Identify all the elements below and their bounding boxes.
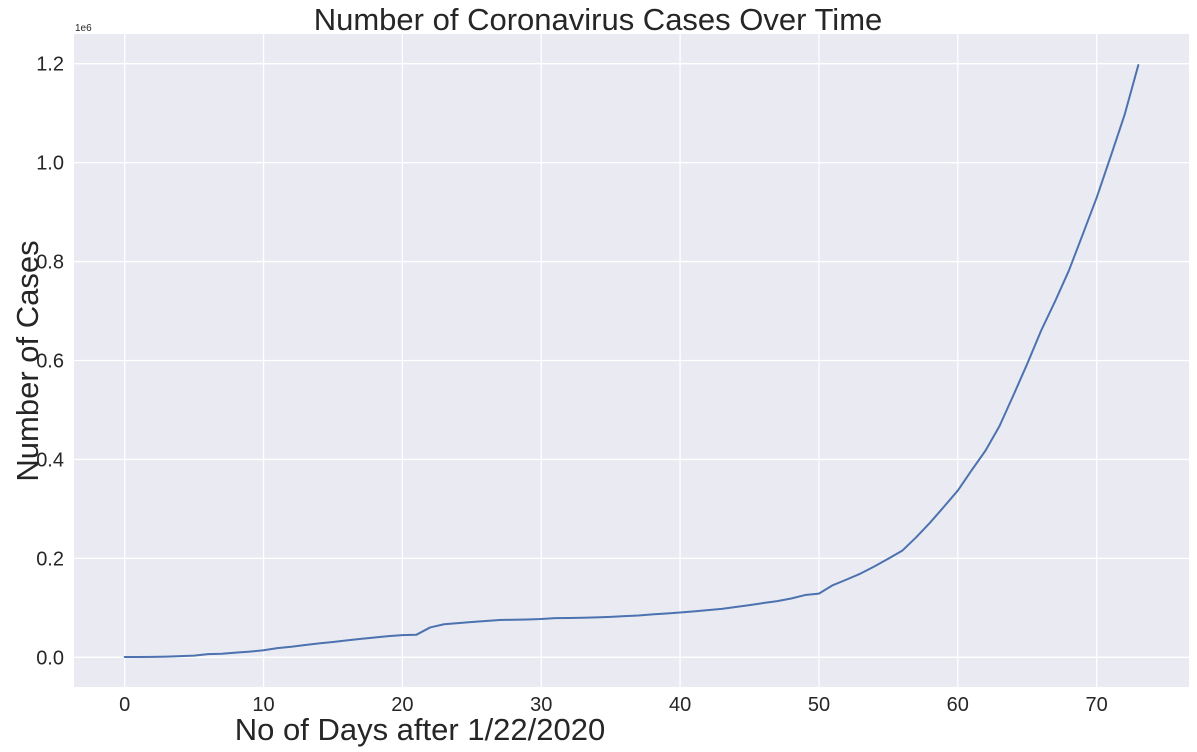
x-tick-label: 0 (119, 694, 130, 716)
series-group (123, 64, 1140, 659)
x-axis-label: No of Days after 1/22/2020 (235, 712, 606, 747)
y-tick-labels: 0.0 0.2 0.4 0.6 0.8 1.0 1.2 (36, 54, 64, 670)
x-tick-label: 10 (252, 694, 274, 716)
y-offset-label: 1e6 (75, 23, 92, 34)
y-tick-label: 0.4 (36, 449, 64, 471)
x-tick-label: 30 (530, 694, 552, 716)
x-tick-label: 40 (669, 694, 691, 716)
y-tick-label: 0.2 (36, 548, 64, 570)
y-axis-label: Number of Cases (10, 240, 45, 481)
series-line (123, 64, 1140, 659)
x-tick-label: 20 (391, 694, 413, 716)
y-tick-label: 0.8 (36, 252, 64, 274)
x-tick-label: 50 (808, 694, 830, 716)
chart-title: Number of Coronavirus Cases Over Time (314, 2, 883, 37)
y-tick-label: 1.0 (36, 153, 64, 175)
y-tick-label: 1.2 (36, 54, 64, 76)
x-tick-label: 60 (947, 694, 969, 716)
grid-lines (74, 34, 1189, 687)
x-tick-labels: 0 10 20 30 40 50 60 70 (119, 694, 1108, 716)
y-tick-label: 0.0 (36, 647, 64, 669)
y-tick-label: 0.6 (36, 351, 64, 373)
x-tick-label: 70 (1086, 694, 1108, 716)
